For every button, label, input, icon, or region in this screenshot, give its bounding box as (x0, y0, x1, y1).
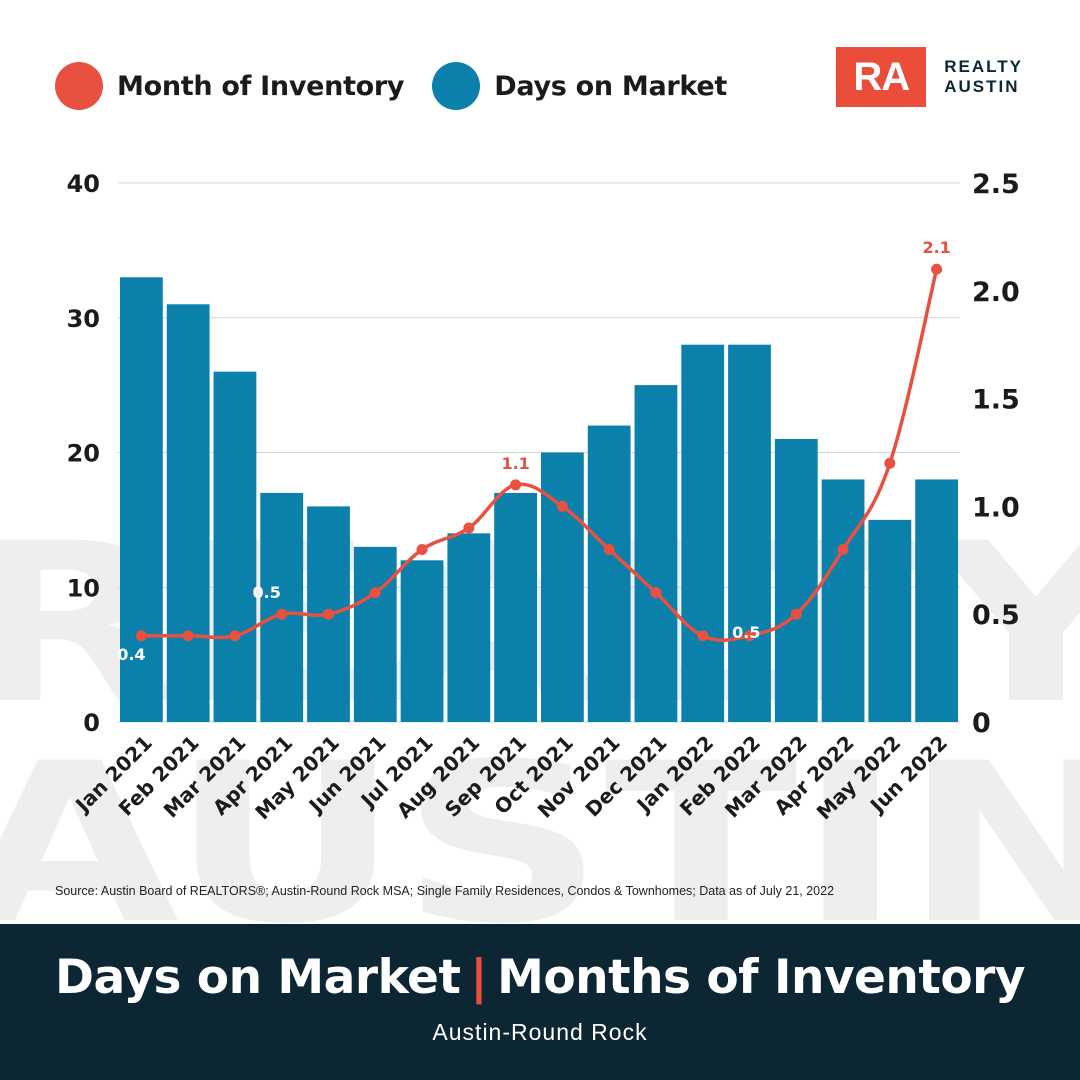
y-right-tick-label: 2.0 (972, 277, 1020, 308)
y-left-tick-label: 0 (83, 709, 100, 737)
bar (681, 344, 725, 722)
logo-line-2: AUSTIN (944, 77, 1020, 96)
line-point-label: 0.5 (732, 623, 760, 642)
bar-series-days-on-market (119, 277, 959, 722)
line-point (323, 608, 334, 620)
footer-subtitle: Austin-Round Rock (432, 1019, 648, 1045)
bar (213, 371, 257, 722)
footer-title-right: Months of Inventory (497, 950, 1025, 1005)
line-point (556, 500, 568, 512)
y-left-tick-label: 30 (67, 305, 100, 333)
brand-logo: RA REALTY AUSTIN (836, 47, 1023, 107)
line-point (697, 630, 709, 642)
line-point (416, 544, 428, 556)
line-point (229, 630, 241, 642)
y-right-tick-label: 1.5 (972, 385, 1020, 416)
line-point-label: 2.1 (922, 238, 950, 257)
bar (915, 479, 959, 722)
line-point (182, 630, 194, 642)
line-point (463, 522, 475, 534)
line-point (837, 544, 849, 556)
legend-dot-dom (432, 62, 481, 110)
right-axis: 0 0.5 1.0 1.5 2.0 2.5 (972, 169, 1020, 739)
bar (119, 277, 163, 722)
bar (540, 452, 584, 722)
y-right-tick-label: 0 (972, 708, 991, 739)
y-left-tick-label: 40 (67, 170, 100, 198)
line-point (369, 587, 381, 599)
logo-line-1: REALTY (944, 57, 1023, 76)
bar (494, 492, 538, 722)
line-point-label: 0.4 (117, 645, 145, 664)
footer-separator: | (470, 950, 488, 1005)
left-axis: 0 10 20 30 40 (67, 170, 100, 737)
line-point-label: 0.5 (253, 583, 281, 602)
bar (728, 344, 771, 722)
line-point (790, 608, 802, 620)
line-point (650, 587, 662, 599)
bar (821, 479, 865, 722)
legend-item-inventory: Month of Inventory (55, 62, 405, 110)
bar (447, 533, 491, 722)
line-point (744, 630, 755, 642)
legend-item-dom: Days on Market (432, 62, 727, 110)
bar (260, 492, 304, 722)
bar (166, 304, 210, 722)
watermark-line-2: AUSTIN (0, 716, 1080, 924)
bar (634, 385, 678, 722)
bar (587, 425, 631, 722)
line-point (603, 544, 615, 556)
y-left-tick-label: 10 (67, 574, 100, 602)
y-left-tick-label: 20 (67, 440, 100, 468)
line-series-month-of-inventory: 0.4 0.5 1.1 0.5 2.1 (117, 238, 951, 664)
y-right-tick-label: 0.5 (972, 600, 1020, 631)
line-point (931, 263, 943, 275)
line-point-label: 1.1 (501, 454, 529, 473)
bar (353, 546, 397, 722)
legend-label-inventory: Month of Inventory (117, 70, 405, 102)
logo-mark: RA (836, 47, 927, 107)
y-right-tick-label: 1.0 (972, 492, 1020, 523)
source-note: Source: Austin Board of REALTORS®; Austi… (55, 884, 835, 898)
line-point (510, 479, 522, 491)
logo-wordmark: REALTY AUSTIN (944, 57, 1023, 97)
footer-title: Days on Market | Months of Inventory (0, 950, 1080, 1005)
line-point (135, 630, 147, 642)
legend: Month of Inventory Days on Market (55, 62, 755, 110)
line-point (276, 608, 288, 620)
bar (400, 560, 444, 722)
legend-label-dom: Days on Market (494, 70, 727, 102)
footer-title-left: Days on Market (55, 950, 461, 1005)
bar (868, 519, 912, 722)
y-right-tick-label: 2.5 (972, 169, 1020, 200)
bar (774, 439, 818, 722)
legend-dot-inventory (55, 62, 103, 110)
footer-banner: Days on Market | Months of Inventory Austi… (0, 924, 1080, 1080)
line-point (884, 457, 896, 469)
